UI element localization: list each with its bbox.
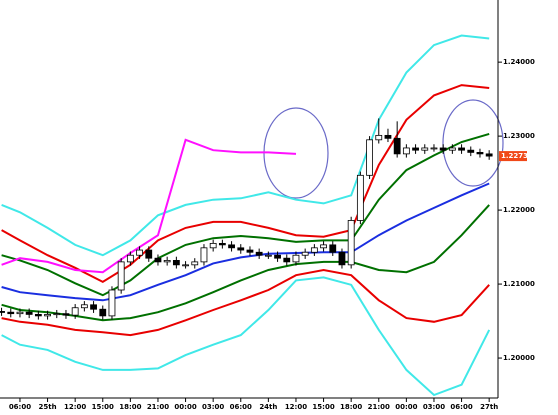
candle-body — [228, 244, 235, 249]
y-tick-label: 1.24000 — [503, 58, 535, 66]
candle-body — [439, 147, 447, 151]
indicator-line — [1, 268, 490, 337]
y-tick-label: 1.22000 — [503, 206, 535, 214]
candle-body — [412, 147, 419, 151]
candle-body — [476, 151, 484, 155]
candle-body — [310, 247, 318, 253]
y-tick-label: 1.23000 — [503, 132, 535, 140]
candle-body — [191, 261, 199, 266]
candle-body — [393, 137, 401, 155]
candle-body — [467, 149, 475, 153]
x-tick-label: 24th — [259, 403, 277, 411]
candle-body — [53, 313, 61, 316]
candle-body — [402, 147, 410, 155]
y-tick-label: 1.21000 — [503, 280, 535, 288]
candle-body — [209, 242, 217, 249]
candle-body — [71, 307, 79, 316]
candle-body — [163, 260, 171, 263]
candle-body — [200, 247, 208, 263]
x-tick-label: 06:00 — [450, 403, 472, 411]
last-price-box — [499, 151, 527, 162]
last-price-label: 1.2273 — [501, 152, 528, 160]
candle-body — [218, 242, 226, 246]
candle-body — [485, 153, 493, 157]
annotation-ellipse — [442, 99, 504, 187]
candle-body — [292, 254, 300, 263]
x-tick-label: 27th — [480, 403, 498, 411]
candle-body — [154, 257, 162, 263]
x-tick-label: 06:00 — [230, 403, 252, 411]
candle-body — [264, 254, 272, 257]
candle-body — [90, 304, 97, 310]
x-tick-label: 25th — [39, 403, 57, 411]
candle-body — [136, 249, 143, 256]
indicator-line — [1, 34, 490, 257]
candle-body — [458, 147, 465, 151]
candle-body — [448, 147, 456, 151]
candle-body — [356, 174, 364, 221]
candle-body — [172, 260, 180, 266]
candle-body — [338, 251, 346, 266]
indicator-line — [1, 182, 490, 302]
x-tick-label: 12:00 — [285, 403, 307, 411]
candle-body — [182, 264, 189, 267]
candle-body — [44, 314, 51, 317]
x-tick-label: 00:00 — [174, 403, 196, 411]
x-tick-label: 18:00 — [119, 403, 141, 411]
x-tick-label: 03:00 — [202, 403, 224, 411]
candle-body — [375, 134, 383, 141]
x-tick-label: 15:00 — [92, 403, 114, 411]
candle-body — [246, 249, 254, 253]
indicator-line — [1, 276, 491, 397]
indicator-line — [1, 132, 490, 297]
indicator-line — [1, 84, 490, 284]
x-tick-label: 06:00 — [9, 403, 31, 411]
x-tick-label: 03:00 — [423, 403, 445, 411]
candle-body — [255, 251, 263, 256]
candle-body — [145, 249, 153, 259]
candle-body — [329, 244, 337, 253]
x-tick-label: 00:00 — [395, 403, 417, 411]
candle-body — [80, 304, 88, 309]
candle-body — [99, 308, 107, 317]
candle-body — [34, 314, 42, 317]
candle-body — [421, 147, 429, 151]
x-tick-label: 21:00 — [147, 403, 169, 411]
candle-body — [283, 257, 291, 263]
y-tick-label: 1.20000 — [503, 354, 535, 362]
x-tick-label: 15:00 — [312, 403, 334, 411]
candle-body — [384, 134, 392, 139]
x-tick-label: 12:00 — [64, 403, 86, 411]
candle-body — [320, 244, 327, 249]
candle-body — [366, 139, 373, 176]
candle-body — [347, 220, 355, 266]
candle-body — [0, 311, 5, 313]
candle-body — [237, 247, 245, 251]
x-tick-label: 18:00 — [340, 403, 362, 411]
candle-body — [25, 311, 33, 315]
candle-body — [301, 251, 309, 256]
candle-body — [117, 261, 125, 291]
candle-body — [16, 311, 24, 315]
candle-body — [62, 313, 70, 316]
candle-body — [108, 289, 116, 317]
candle-body — [126, 254, 134, 263]
x-tick-label: 21:00 — [368, 403, 390, 411]
candle-body — [430, 147, 438, 150]
candle-body — [7, 311, 15, 315]
candle-body — [274, 254, 281, 259]
indicator-line — [1, 138, 297, 274]
